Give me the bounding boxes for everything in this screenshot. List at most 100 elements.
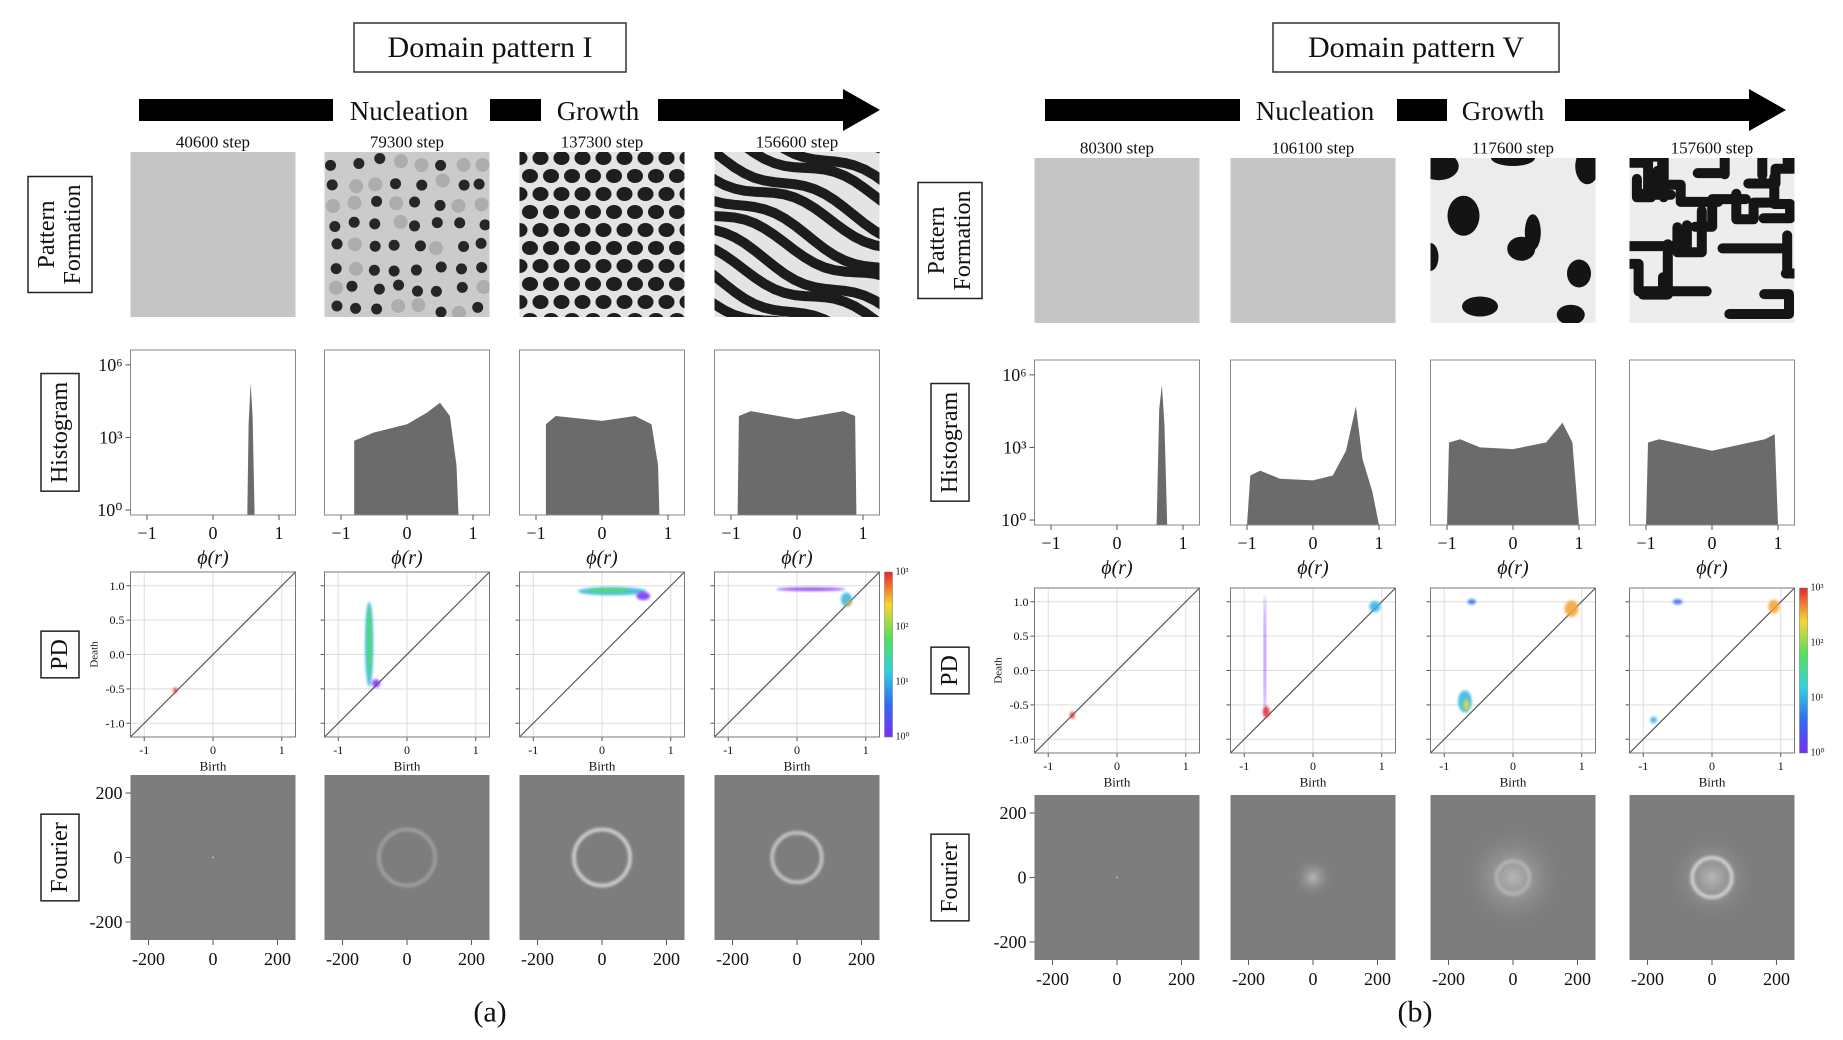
pd-points xyxy=(372,679,380,687)
domain-dot xyxy=(659,295,675,309)
x-tick-label: 0 xyxy=(793,949,802,969)
domain-dot xyxy=(648,241,664,255)
domain-dot xyxy=(617,223,633,237)
domain-dot xyxy=(659,223,675,237)
domain-dot xyxy=(353,158,364,169)
page: {"panels": [ {"title": "Domain pattern I… xyxy=(0,0,1843,1040)
panel-label: (a) xyxy=(473,996,506,1029)
x-tick-label: 1 xyxy=(859,523,868,543)
x-tick-label: 0 xyxy=(1509,969,1518,989)
step-label: 117600 step xyxy=(1472,139,1554,158)
domain-dot xyxy=(617,187,633,201)
x-tick-label: -1 xyxy=(139,743,149,757)
x-tick-label: 0 xyxy=(794,743,800,757)
domain-dot xyxy=(617,259,633,273)
pattern-formation xyxy=(512,151,707,327)
colorbar-tick-label: 10⁰ xyxy=(1811,748,1825,759)
fourier-center xyxy=(212,857,214,859)
x-tick-label: 0 xyxy=(209,949,218,969)
domain-dot xyxy=(415,158,429,172)
x-axis-label: Birth xyxy=(200,759,227,774)
domain-dot xyxy=(648,277,664,291)
x-tick-label: −1 xyxy=(1437,533,1456,553)
domain-dot xyxy=(596,223,612,237)
domain-dot xyxy=(411,265,422,276)
domain-dot xyxy=(522,205,538,219)
domain-dot xyxy=(554,151,570,165)
x-tick-label: -200 xyxy=(1631,969,1664,989)
x-tick-label: 0 xyxy=(598,523,607,543)
x-tick-label: 0 xyxy=(1309,969,1318,989)
domain-dot xyxy=(326,199,340,213)
step-label: 80300 step xyxy=(1080,139,1154,158)
domain-dot xyxy=(554,259,570,273)
x-axis-label: Birth xyxy=(589,759,616,774)
x-axis-label: Birth xyxy=(784,759,811,774)
step-label: 106100 step xyxy=(1272,139,1355,158)
domain-dot xyxy=(370,241,381,252)
domain-dot xyxy=(627,169,643,183)
domain-dot xyxy=(533,187,549,201)
x-tick-label: 0 xyxy=(793,523,802,543)
domain-dot xyxy=(606,169,622,183)
row-label-text: Fourier xyxy=(937,842,963,913)
domain-dot xyxy=(474,197,488,211)
domain-dot xyxy=(543,169,559,183)
x-tick-label: -1 xyxy=(723,743,733,757)
domain-dot xyxy=(575,151,591,165)
row-label: Histogram xyxy=(47,382,73,484)
x-axis-label: ϕ(r) xyxy=(391,547,423,569)
domain-dot xyxy=(368,177,382,191)
domain-dot xyxy=(648,169,664,183)
domain-dot xyxy=(480,219,491,230)
y-tick-label: 10⁰ xyxy=(97,500,122,520)
pattern-formation xyxy=(1231,158,1396,323)
x-tick-label: 200 xyxy=(1168,969,1195,989)
x-tick-label: 1 xyxy=(1379,759,1385,773)
y-tick-label: 0.5 xyxy=(1014,629,1029,643)
x-tick-label: -200 xyxy=(1036,969,1069,989)
x-axis-label: Birth xyxy=(1104,775,1131,790)
y-tick-label: -0.5 xyxy=(1010,698,1029,712)
x-tick-label: −1 xyxy=(526,523,545,543)
x-tick-label: 200 xyxy=(848,949,875,969)
x-tick-label: 0 xyxy=(209,523,218,543)
x-tick-label: 0 xyxy=(598,949,607,969)
pd-points xyxy=(1468,599,1476,605)
row-label-text: Formation xyxy=(60,185,86,285)
domain-blob xyxy=(1557,305,1585,325)
domain-dot xyxy=(429,241,443,255)
x-tick-label: 0 xyxy=(599,743,605,757)
pd-points xyxy=(1264,595,1266,719)
domain-dot xyxy=(638,223,654,237)
step-label: 157600 step xyxy=(1671,139,1754,158)
domain-dot xyxy=(432,217,443,228)
x-tick-label: -200 xyxy=(716,949,749,969)
x-tick-label: 200 xyxy=(1564,969,1591,989)
domain-dot xyxy=(669,169,685,183)
colorbar-tick-label: 10¹ xyxy=(1811,693,1824,704)
domain-dot xyxy=(522,277,538,291)
fourier-glow xyxy=(1292,856,1334,898)
y-tick-label: 200 xyxy=(96,783,123,803)
domain-dot xyxy=(325,160,336,171)
domain-dot xyxy=(606,277,622,291)
domain-dot xyxy=(638,295,654,309)
x-tick-label: 1 xyxy=(473,743,479,757)
x-tick-label: 0 xyxy=(403,523,412,543)
domain-dot xyxy=(575,259,591,273)
x-tick-label: 0 xyxy=(1113,533,1122,553)
row-label: Fourier xyxy=(937,842,963,913)
arrow-bar xyxy=(1565,99,1750,121)
x-axis-label: ϕ(r) xyxy=(586,547,618,569)
pd-points xyxy=(1673,599,1683,605)
arrow-bar xyxy=(1045,99,1240,121)
x-tick-label: 0 xyxy=(1509,533,1518,553)
x-tick-label: 200 xyxy=(264,949,291,969)
x-tick-label: −1 xyxy=(721,523,740,543)
domain-dot xyxy=(596,187,612,201)
pattern-formation xyxy=(131,152,296,317)
arrow-bar xyxy=(658,99,844,121)
x-tick-label: 0 xyxy=(210,743,216,757)
x-axis-label: ϕ(r) xyxy=(1101,557,1133,579)
